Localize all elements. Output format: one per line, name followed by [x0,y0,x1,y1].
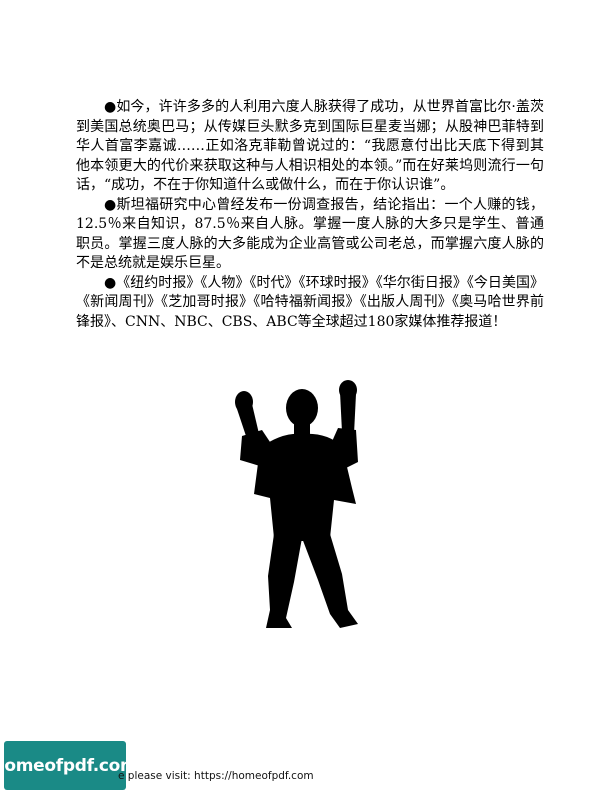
paragraph-media-recommendations: ●《纽约时报》《人物》《时代》《环球时报》《华尔街日报》《今日美国》《新闻周刊》… [76,274,544,330]
paragraph-six-degrees-success: ●如今，许许多多的人利用六度人脉获得了成功，从世界首富比尔·盖茨到美国总统奥巴马… [76,99,544,193]
homeofpdf-logo[interactable]: homeofpdf.com [0,741,138,790]
document-body: ●如今，许许多多的人利用六度人脉获得了成功，从世界首富比尔·盖茨到美国总统奥巴马… [76,98,544,332]
paragraph-stanford-report: ●斯坦福研究中心曾经发布一份调查报告，结论指出：一个人赚的钱，12.5％来自知识… [76,196,544,272]
cheering-man-silhouette-icon [230,366,378,634]
footer-link-text[interactable]: e please visit: https://homeofpdf.com [118,770,314,782]
logo-text: homeofpdf.com [0,755,138,776]
